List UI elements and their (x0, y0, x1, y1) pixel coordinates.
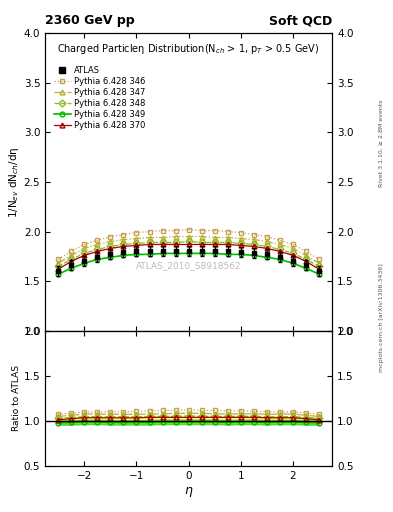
Text: Charged Particleη Distribution(N$_{ch}$ > 1, p$_{T}$ > 0.5 GeV): Charged Particleη Distribution(N$_{ch}$ … (57, 42, 320, 56)
Text: Soft QCD: Soft QCD (269, 14, 332, 27)
X-axis label: η: η (185, 483, 193, 497)
Text: 2360 GeV pp: 2360 GeV pp (45, 14, 135, 27)
Y-axis label: Ratio to ATLAS: Ratio to ATLAS (12, 366, 21, 431)
Text: ATLAS_2010_S8918562: ATLAS_2010_S8918562 (136, 261, 241, 270)
Text: Rivet 3.1.10, ≥ 2.8M events: Rivet 3.1.10, ≥ 2.8M events (379, 100, 384, 187)
Text: mcplots.cern.ch [arXiv:1306.3436]: mcplots.cern.ch [arXiv:1306.3436] (379, 263, 384, 372)
Legend: ATLAS, Pythia 6.428 346, Pythia 6.428 347, Pythia 6.428 348, Pythia 6.428 349, P: ATLAS, Pythia 6.428 346, Pythia 6.428 34… (52, 64, 147, 132)
Y-axis label: 1/N$_{ev}$ dN$_{ch}$/dη: 1/N$_{ev}$ dN$_{ch}$/dη (7, 146, 21, 218)
